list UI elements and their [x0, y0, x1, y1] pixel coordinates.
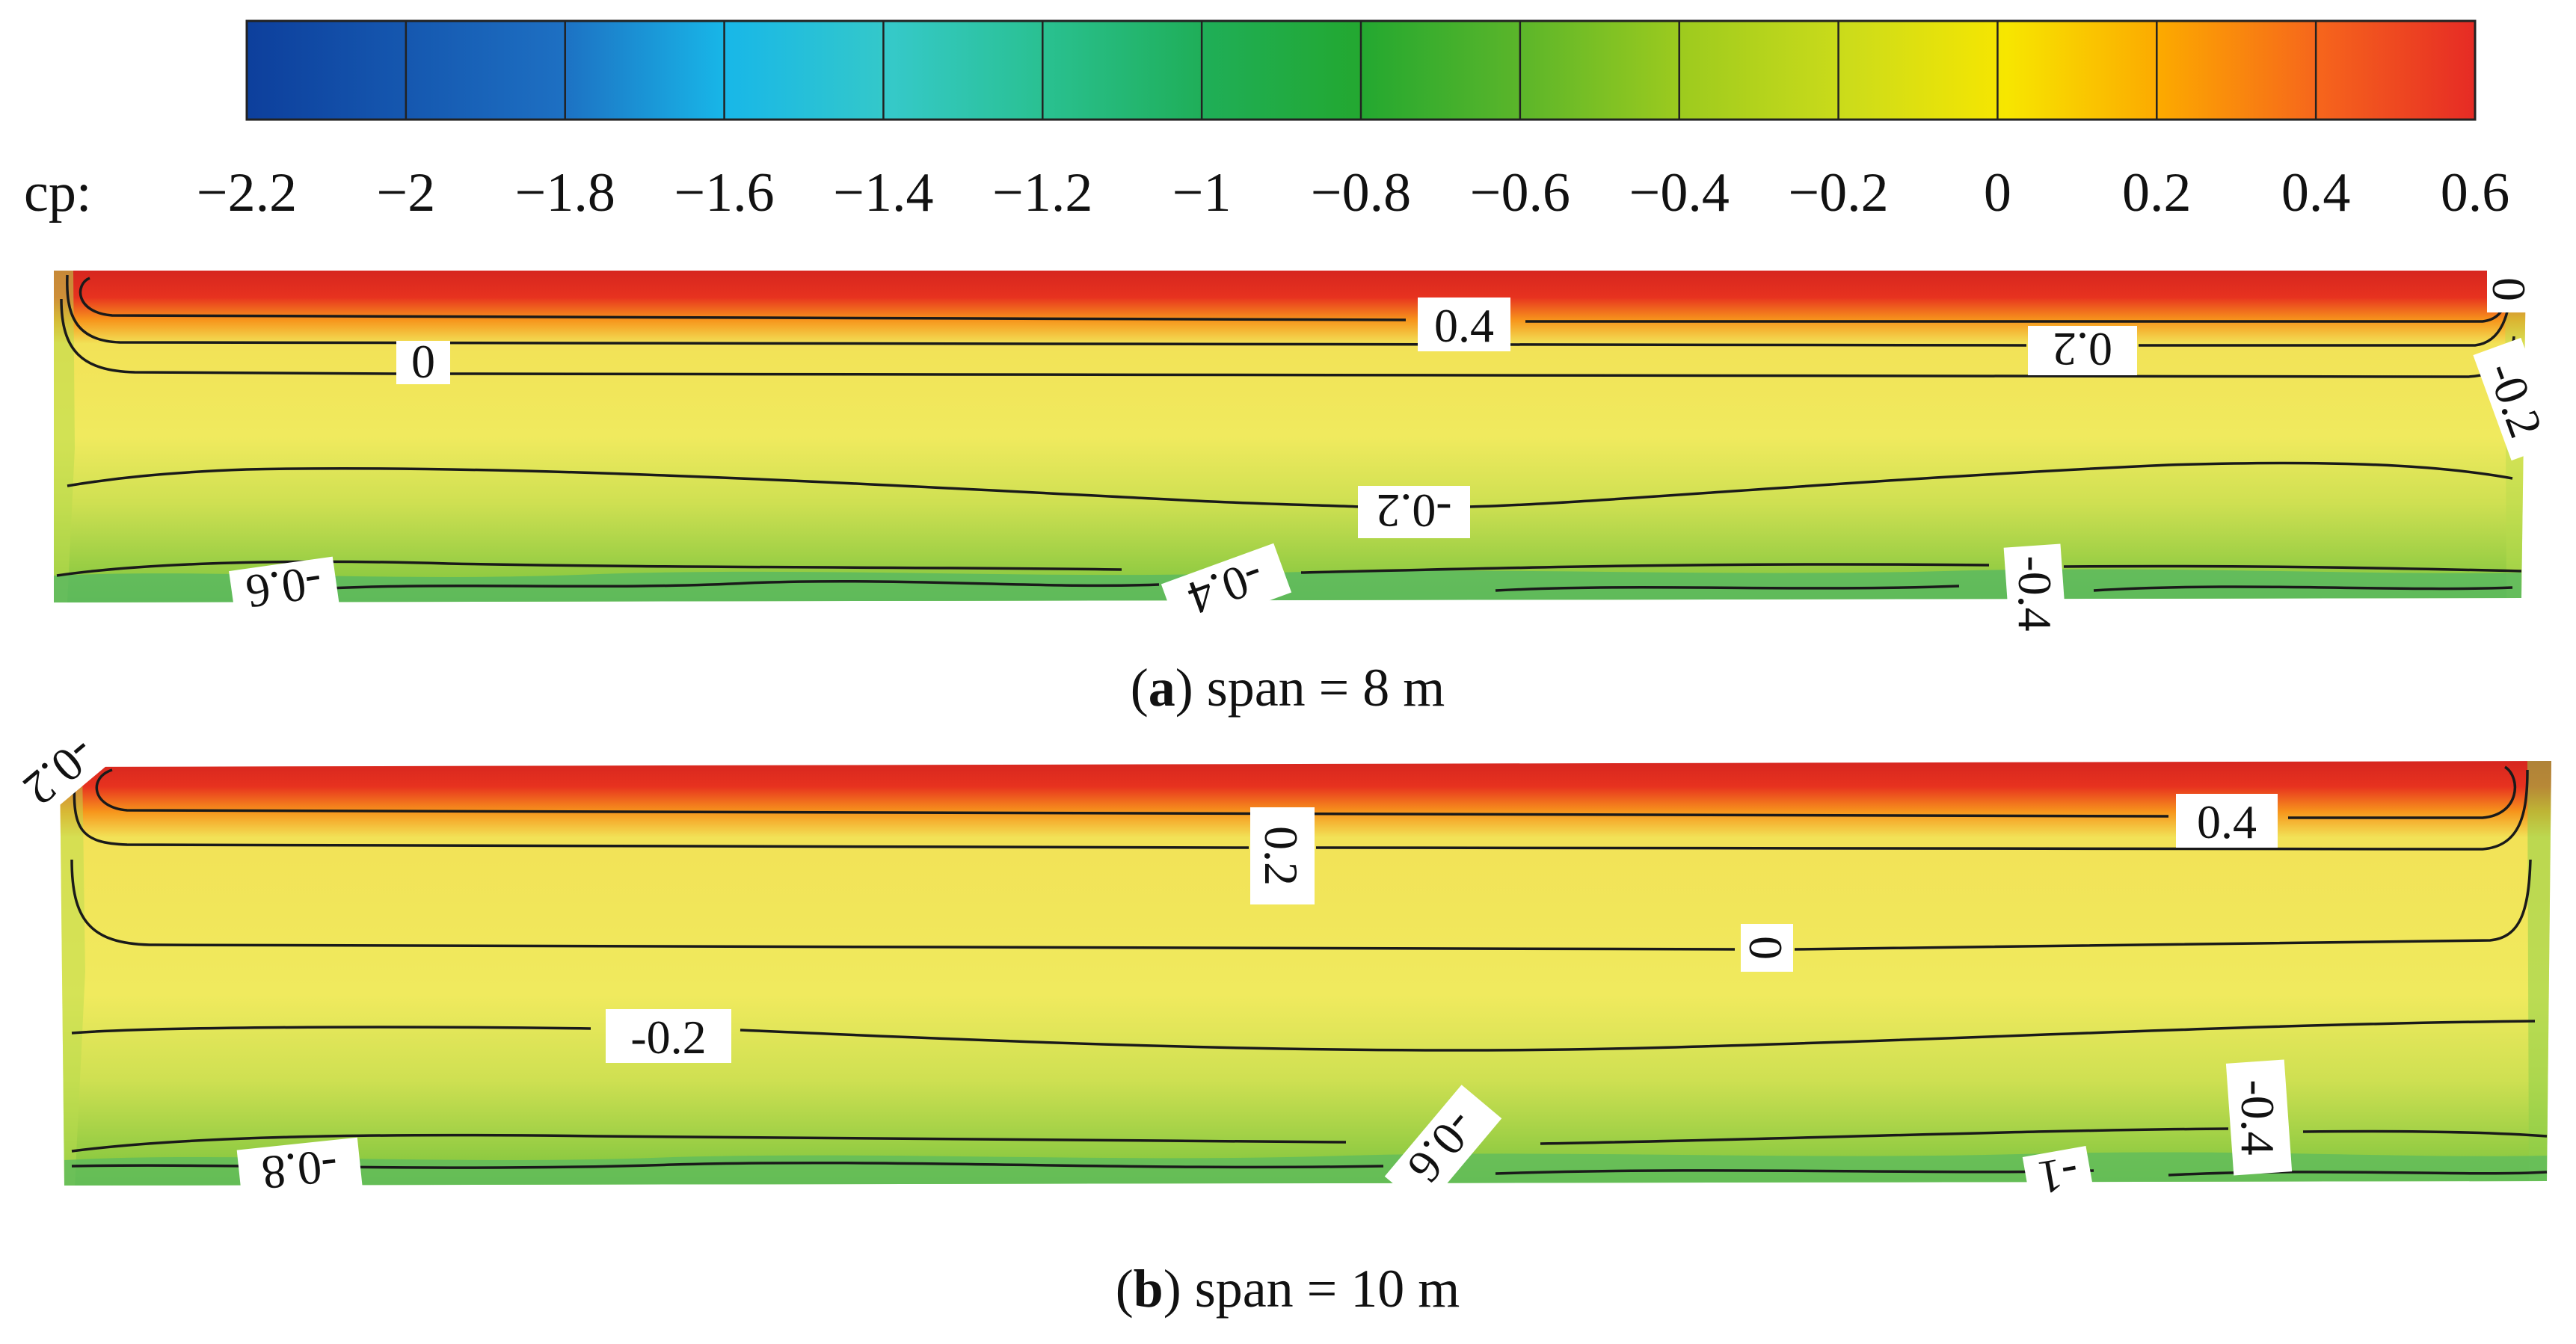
contour-label-b-4: -0.2 [630, 1011, 706, 1064]
panel-a: 0.4 0 0.2 -0.2 -0.6 -0.4 -0.4 0 -0.2 (a)… [54, 266, 2560, 718]
colorbar-tick-label: −1.8 [515, 162, 615, 224]
colorbar-tick-label: −0.8 [1311, 162, 1411, 224]
colorbar-tick-label: 0.2 [2122, 162, 2192, 224]
colorbar-tick-label: −2.2 [197, 162, 297, 224]
contour-label-a-8: 0 [2483, 277, 2536, 301]
contour-label-b-8: -1 [2034, 1146, 2082, 1205]
panel-b-contour-labels: 0.2 0.4 0 -0.2 -0.8 -0.6 -0.4 -1 -0.2 [1, 717, 2293, 1210]
colorbar-tick-label: −1 [1172, 162, 1232, 224]
colorbar-tick-label: −1.4 [833, 162, 933, 224]
colorbar-tick-label: −0.6 [1470, 162, 1570, 224]
contour-a-m0.6 [313, 579, 2513, 592]
colorbar-tick-label: −0.2 [1788, 162, 1888, 224]
contour-b-m0.4 [71, 1127, 2548, 1153]
panel-b: 0.2 0.4 0 -0.2 -0.8 -0.6 -0.4 -1 -0.2 (b… [1, 717, 2551, 1319]
contour-label-b-7: -0.4 [2231, 1079, 2284, 1155]
panel-a-field [54, 271, 2526, 602]
panel-a-left-edge [54, 271, 75, 602]
contour-b-0.4 [95, 765, 2517, 819]
colorbar-tick-label: −1.2 [992, 162, 1092, 224]
colorbar-tick-label: 0.4 [2281, 162, 2351, 224]
colorbar: cp: −2.2 −2 −1.8 −1.6 −1.4 −1.2 −1 −0.8 −0.6 −0.4… [24, 19, 2509, 224]
colorbar-tick-label: −2 [376, 162, 435, 224]
contour-label-a-3: 0.2 [2053, 323, 2112, 376]
contour-label-b-1: 0.2 [1255, 826, 1308, 886]
colorbar-dividers [405, 21, 2317, 120]
caption-b: (b) span = 10 m [1116, 1259, 1460, 1319]
contour-label-a-7: -0.4 [2008, 555, 2062, 631]
contour-label-b-2: 0.4 [2197, 795, 2257, 848]
colorbar-tick-label: 0.6 [2441, 162, 2510, 224]
contour-label-a-1: 0.4 [1434, 299, 1494, 352]
colorbar-tick-label: −1.6 [674, 162, 774, 224]
contour-a-m0.2 [67, 461, 2513, 508]
panel-b-bottom-band [64, 1152, 2547, 1186]
contour-label-b-3: 0 [1739, 936, 1792, 960]
panel-b-right-edge [2527, 761, 2551, 1181]
panel-b-left-edge [60, 767, 85, 1186]
colorbar-label: cp: [24, 162, 91, 224]
colorbar-tick-label: 0 [1984, 162, 2011, 224]
contour-label-b-5: -0.8 [259, 1139, 340, 1200]
panel-b-field [60, 761, 2551, 1186]
contour-b-0.2 [73, 769, 2529, 851]
caption-a: (a) span = 8 m [1131, 658, 1445, 718]
contour-label-a-2: 0 [411, 336, 435, 389]
panel-a-contour-labels: 0.4 0 0.2 -0.2 -0.6 -0.4 -0.4 0 -0.2 [229, 266, 2560, 644]
colorbar-tick-label: −0.4 [1629, 162, 1730, 224]
contour-label-a-4: -0.2 [1376, 484, 1451, 537]
contour-b-m0.2 [71, 1020, 2536, 1052]
contour-label-a-5: -0.6 [243, 555, 325, 618]
contour-a-m0.4 [56, 560, 2522, 577]
colorbar-ticks: −2.2 −2 −1.8 −1.6 −1.4 −1.2 −1 −0.8 −0.6 −0.4 −0.2… [197, 162, 2509, 224]
